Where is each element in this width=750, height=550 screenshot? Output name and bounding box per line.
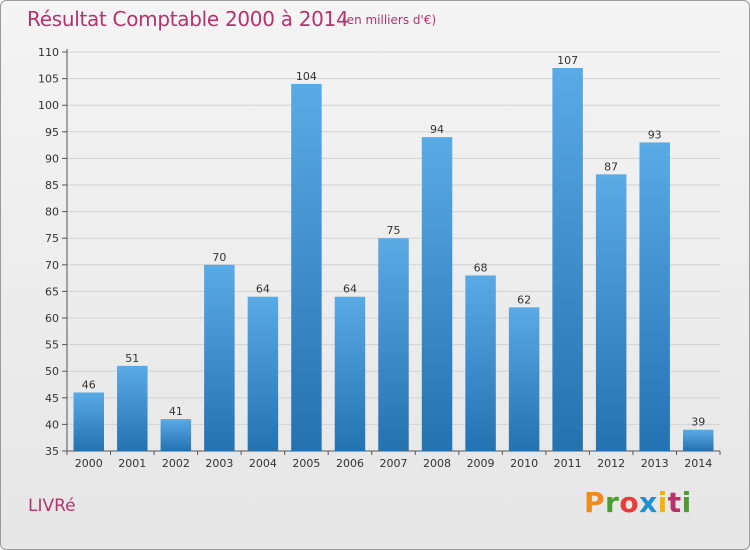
- y-tick-label: 65: [45, 285, 59, 298]
- bar: [204, 264, 235, 451]
- bar-value-label: 51: [125, 352, 139, 365]
- chart-subtitle: (en milliers d'€): [342, 13, 437, 27]
- bar-value-label: 39: [691, 416, 705, 429]
- y-tick-label: 100: [38, 99, 59, 112]
- x-tick-label: 2008: [423, 457, 451, 470]
- logo-letter: P: [584, 486, 606, 519]
- bar-value-label: 68: [474, 261, 488, 274]
- logo-letter: t: [667, 486, 682, 519]
- proxiti-logo: Proxiti: [584, 486, 692, 519]
- x-tick-label: 2014: [684, 457, 712, 470]
- bar-value-label: 75: [387, 224, 401, 237]
- bar-value-label: 107: [557, 54, 578, 67]
- y-tick-label: 45: [45, 392, 59, 405]
- y-tick-label: 85: [45, 179, 59, 192]
- y-tick-label: 60: [45, 312, 59, 325]
- y-tick-label: 110: [38, 46, 59, 59]
- chart-title: Résultat Comptable 2000 à 2014: [27, 7, 349, 31]
- bar: [465, 275, 496, 451]
- bar-value-label: 70: [212, 251, 226, 264]
- bar: [682, 429, 714, 451]
- x-tick-label: 2004: [249, 457, 277, 470]
- y-tick-label: 40: [45, 418, 59, 431]
- bar-value-label: 46: [82, 378, 96, 391]
- bar-value-label: 64: [343, 283, 357, 296]
- bar: [639, 142, 670, 451]
- x-tick-label: 2003: [205, 457, 233, 470]
- y-tick-label: 90: [45, 152, 59, 165]
- y-tick-label: 80: [45, 206, 59, 219]
- logo-letter: i: [681, 486, 692, 519]
- y-tick-label: 105: [38, 73, 59, 86]
- bar-value-label: 41: [169, 405, 183, 418]
- logo-letter: x: [639, 486, 658, 519]
- x-tick-label: 2011: [554, 457, 582, 470]
- bar-value-label: 64: [256, 283, 270, 296]
- x-tick-label: 2006: [336, 457, 364, 470]
- x-tick-label: 2005: [292, 457, 320, 470]
- y-tick-label: 70: [45, 259, 59, 272]
- x-tick-label: 2001: [118, 457, 146, 470]
- bar: [552, 67, 583, 452]
- y-tick-label: 55: [45, 339, 59, 352]
- y-tick-label: 50: [45, 365, 59, 378]
- bar-value-label: 104: [296, 70, 317, 83]
- bar: [291, 83, 322, 452]
- bar: [421, 137, 453, 451]
- bar: [334, 296, 366, 451]
- x-tick-label: 2009: [467, 457, 495, 470]
- y-tick-label: 75: [45, 232, 59, 245]
- x-tick-label: 2000: [75, 457, 103, 470]
- x-tick-label: 2010: [510, 457, 538, 470]
- logo-letter: i: [657, 486, 668, 519]
- bar-value-label: 93: [648, 128, 662, 141]
- town-name: LIVRé: [28, 496, 76, 516]
- bar-value-label: 62: [517, 293, 531, 306]
- x-tick-label: 2007: [380, 457, 408, 470]
- bar-value-label: 87: [604, 160, 618, 173]
- x-tick-label: 2012: [597, 457, 625, 470]
- logo-letter: o: [619, 486, 640, 519]
- bar: [73, 392, 105, 451]
- x-tick-label: 2013: [641, 457, 669, 470]
- y-tick-label: 95: [45, 126, 59, 139]
- x-tick-label: 2002: [162, 457, 190, 470]
- bar: [117, 365, 148, 451]
- y-tick-label: 35: [45, 445, 59, 458]
- bar: [378, 238, 409, 451]
- bar-value-label: 94: [430, 123, 444, 136]
- bar: [160, 419, 192, 451]
- bar: [247, 296, 279, 451]
- bar: [595, 174, 627, 452]
- bar: [508, 307, 540, 451]
- logo-letter: r: [605, 486, 620, 519]
